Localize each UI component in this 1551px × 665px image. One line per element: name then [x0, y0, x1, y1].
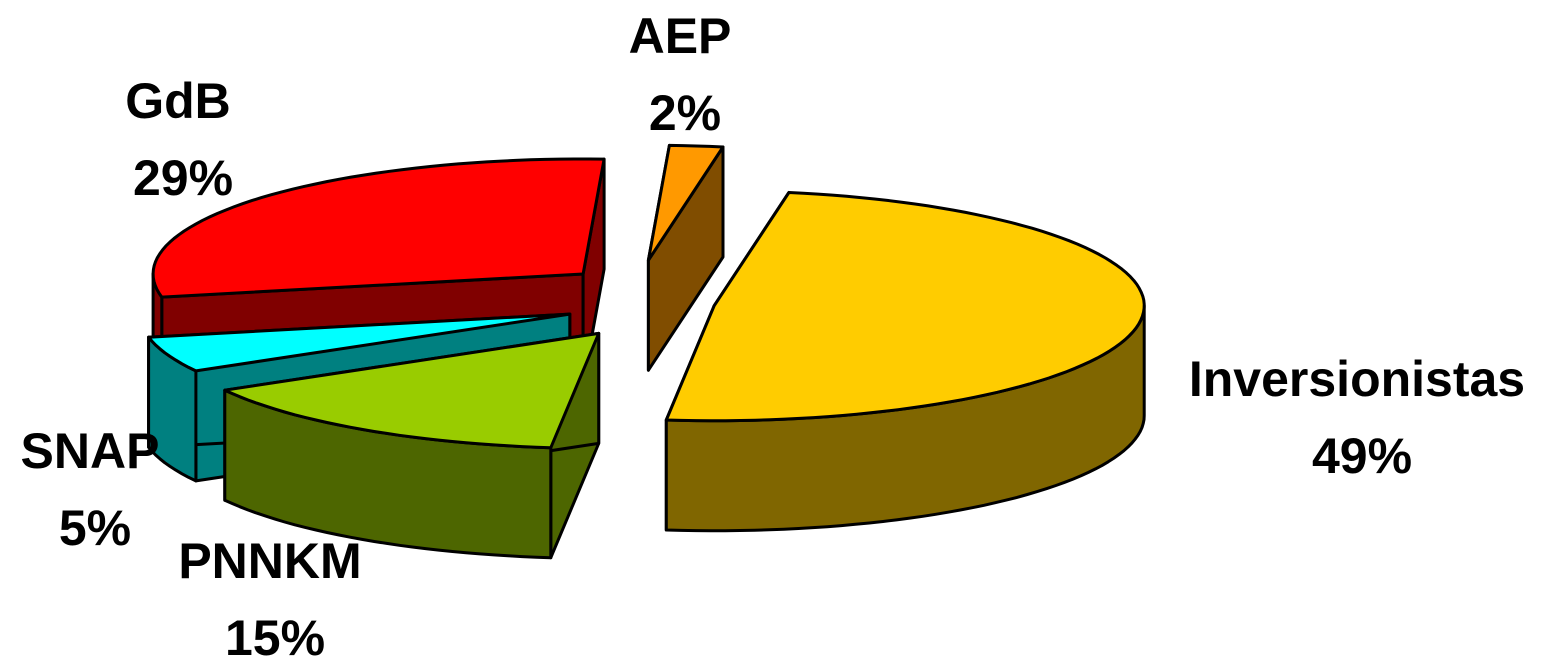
slice-label: Inversionistas [1189, 351, 1525, 407]
slice-top [151, 157, 606, 299]
slice-label: PNNKM [178, 533, 361, 589]
slice-value-label: 2% [649, 85, 721, 141]
slice-label: AEP [629, 8, 732, 64]
slice [664, 191, 1146, 533]
slice-top [646, 143, 725, 262]
slice-top [223, 331, 601, 450]
slice-top [664, 191, 1146, 423]
slice-label: SNAP [21, 423, 160, 479]
slice [223, 331, 601, 560]
slice-top [147, 312, 572, 373]
slice [646, 143, 725, 372]
slice-value-label: 49% [1312, 428, 1412, 484]
slice-value-label: 5% [59, 500, 131, 556]
slice-value-label: 15% [225, 610, 325, 665]
slice-value-label: 29% [133, 150, 233, 206]
slice-label: GdB [125, 73, 231, 129]
